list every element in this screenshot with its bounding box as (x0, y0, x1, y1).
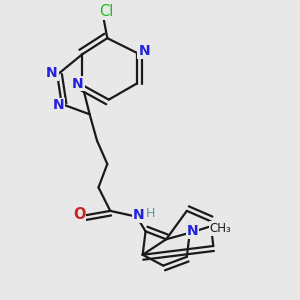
Text: N: N (132, 208, 144, 222)
Text: Cl: Cl (99, 4, 113, 19)
Text: N: N (187, 224, 199, 239)
Text: N: N (72, 76, 84, 91)
Text: CH₃: CH₃ (210, 222, 232, 235)
Text: N: N (52, 98, 64, 112)
Text: O: O (73, 207, 86, 222)
Text: N: N (46, 66, 58, 80)
Text: N: N (138, 44, 150, 58)
Text: H: H (146, 207, 156, 220)
